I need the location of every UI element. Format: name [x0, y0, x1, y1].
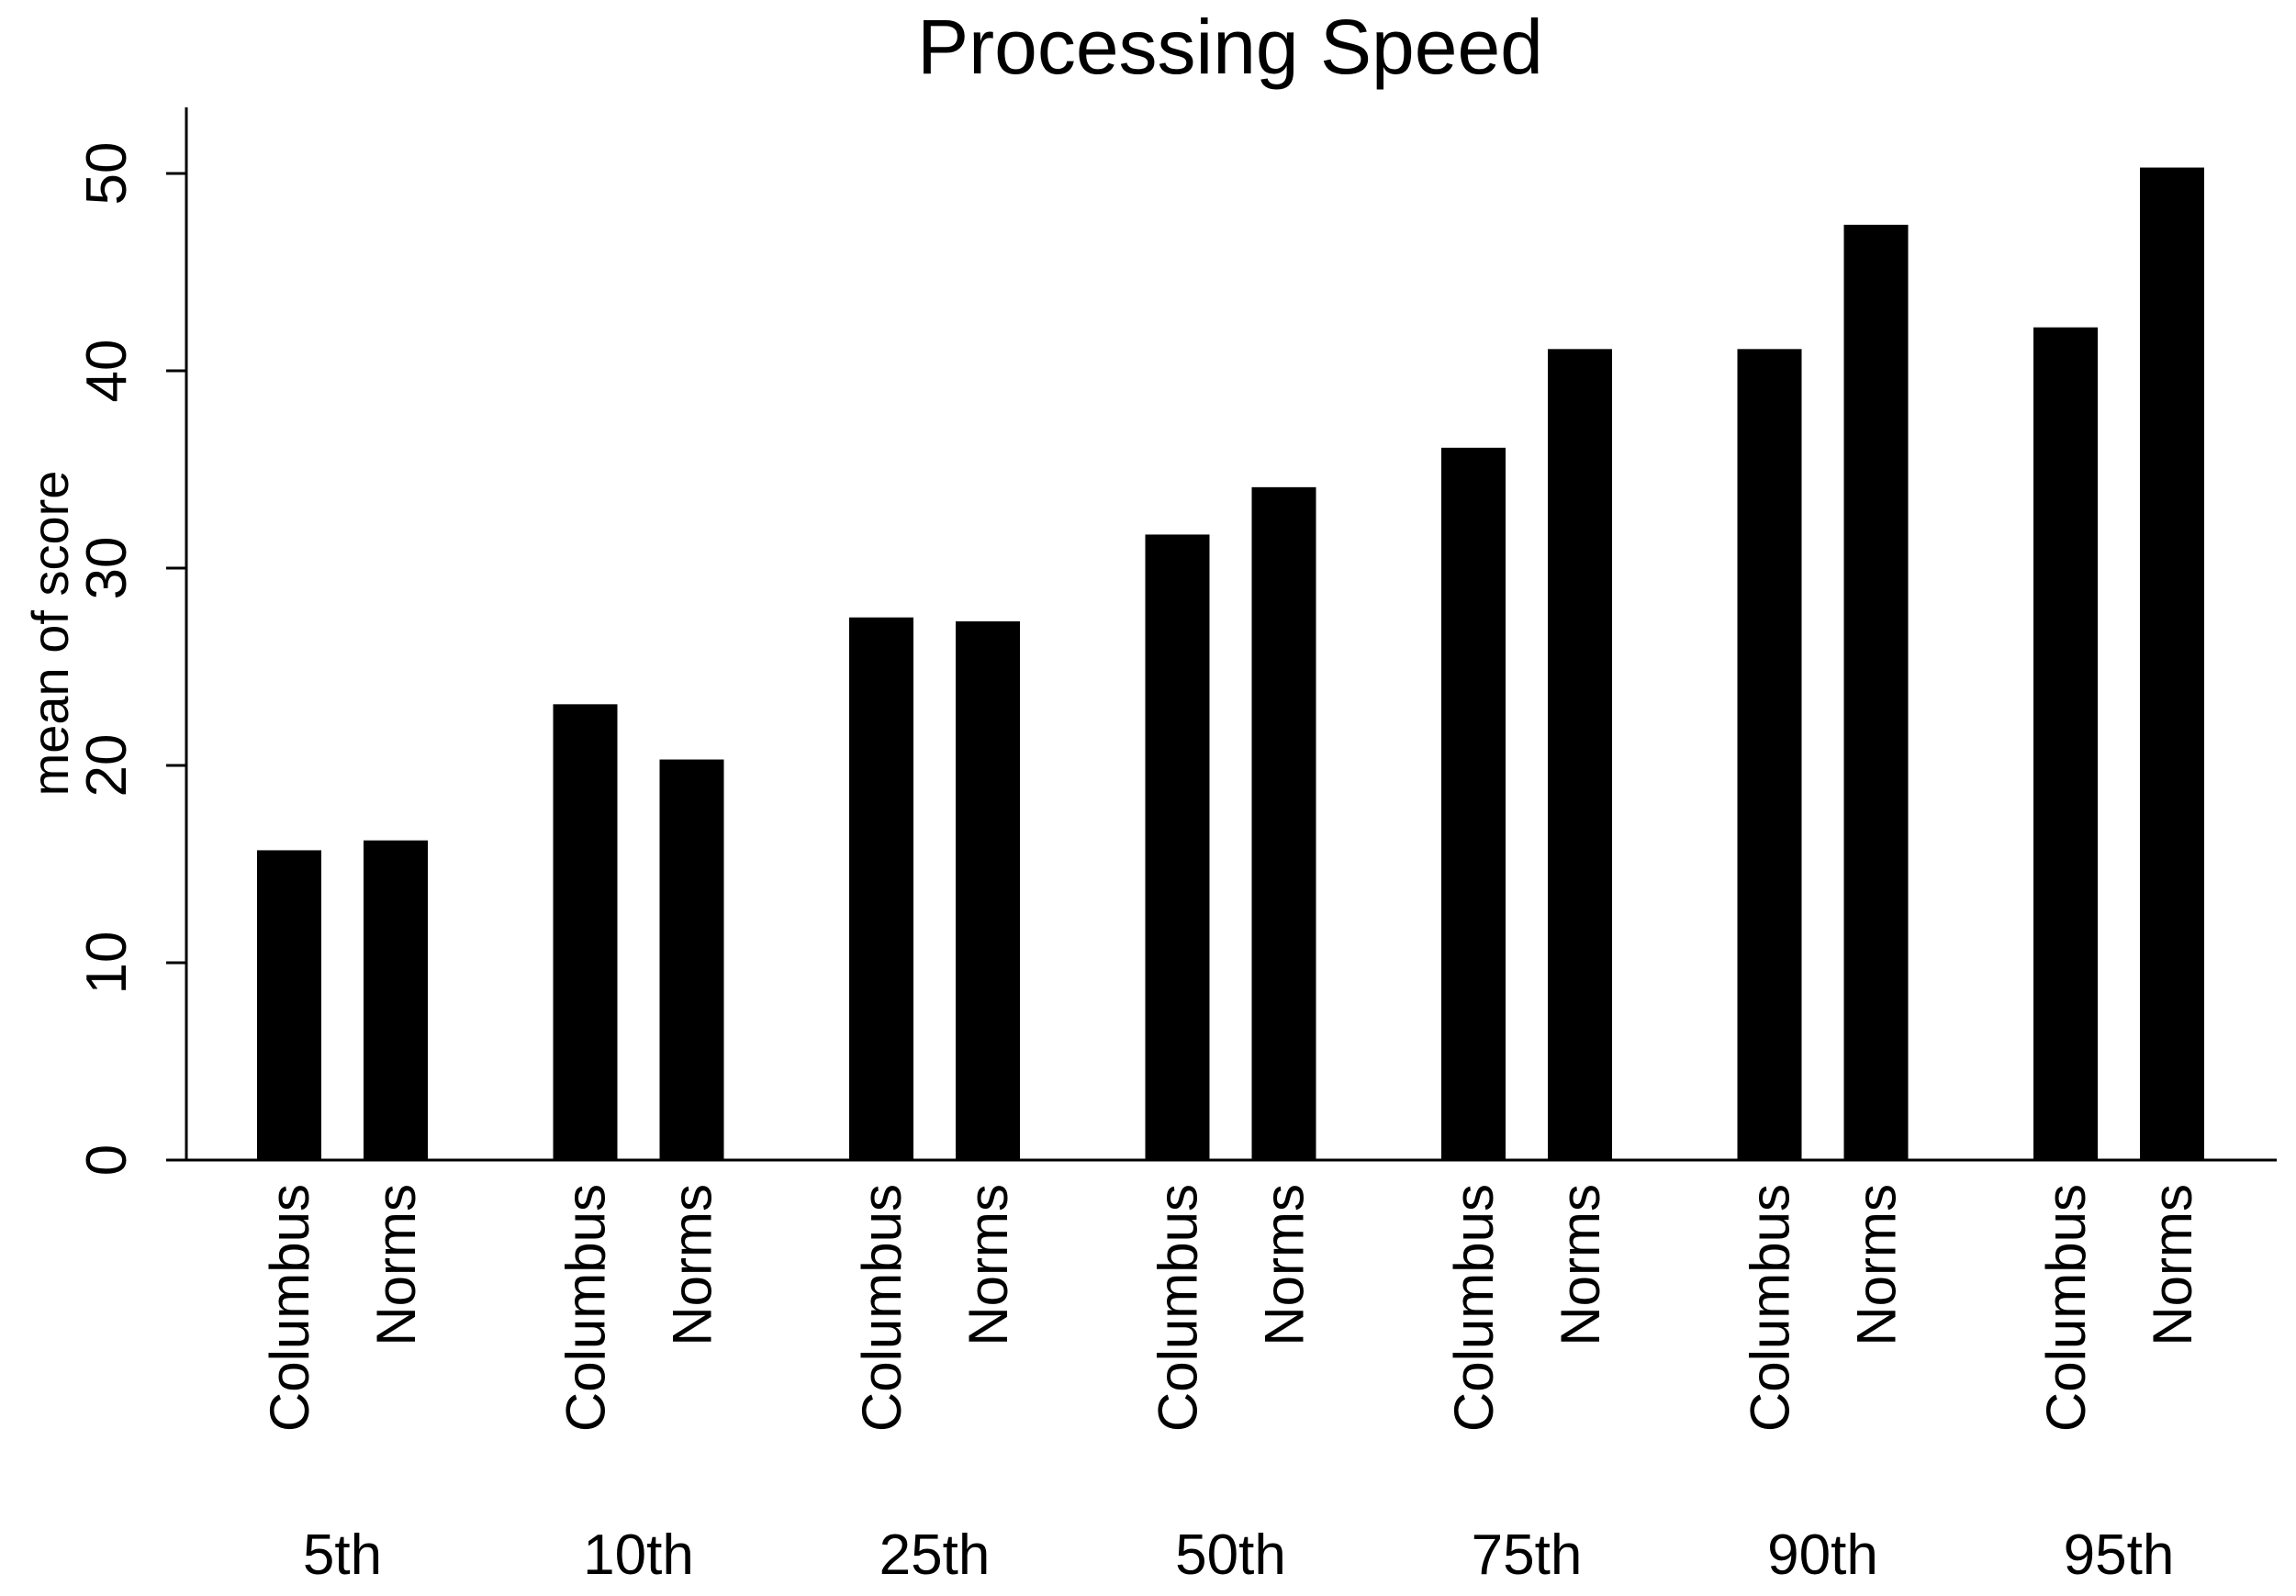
y-tick-label: 50: [75, 142, 139, 206]
bar-category-label: Norms: [2142, 1184, 2203, 1346]
bar-category-label: Columbus: [1740, 1184, 1801, 1432]
bar-category-label: Columbus: [1148, 1184, 1209, 1432]
group-label: 10th: [583, 1523, 694, 1587]
bar-category-label: Norms: [662, 1184, 723, 1346]
chart-title: Processing Speed: [917, 4, 1543, 90]
bar-category-label: Columbus: [259, 1184, 320, 1432]
group-label: 95th: [2064, 1523, 2175, 1587]
bar-norms-50th: [1251, 486, 1316, 1160]
group-label: 5th: [303, 1523, 382, 1587]
y-tick-label: 20: [75, 734, 139, 798]
group-label: 50th: [1175, 1523, 1286, 1587]
bar-category-label: Columbus: [2035, 1184, 2097, 1432]
bar-category-label: Norms: [958, 1184, 1019, 1346]
bar-category-label: Norms: [1550, 1184, 1611, 1346]
bar-category-label: Norms: [1846, 1184, 1908, 1346]
bar-category-label: Columbus: [1443, 1184, 1505, 1432]
y-tick-label: 40: [75, 340, 139, 403]
y-axis-label: mean of score: [21, 471, 79, 797]
bar-category-label: Columbus: [555, 1184, 617, 1432]
y-tick-label: 30: [75, 537, 139, 600]
y-tick-label: 0: [75, 1144, 139, 1176]
bar-columbus-90th: [1737, 349, 1802, 1161]
bar-norms-25th: [956, 621, 1020, 1160]
bar-columbus-75th: [1441, 447, 1506, 1161]
bar-columbus-95th: [2033, 327, 2098, 1160]
group-label: 25th: [879, 1523, 991, 1587]
bar-category-label: Norms: [365, 1184, 427, 1346]
bars: [257, 167, 2204, 1161]
bar-labels: Columbus Norms Columbus Norms Columbus Norms C…: [259, 1184, 2203, 1432]
group-label: 90th: [1767, 1523, 1878, 1587]
bar-columbus-5th: [257, 850, 321, 1160]
y-tick-label: 10: [75, 932, 139, 995]
bar-norms-95th: [2140, 167, 2204, 1160]
bar-category-label: Norms: [1254, 1184, 1316, 1346]
bar-norms-5th: [364, 840, 428, 1160]
group-labels: 5th 10th 25th 50th 75th 90th 95th: [303, 1523, 2174, 1587]
y-ticks: 0 10 20 30 40 50: [75, 142, 186, 1176]
bar-columbus-10th: [553, 704, 618, 1160]
bar-category-label: Columbus: [851, 1184, 913, 1432]
bar-norms-10th: [659, 759, 724, 1160]
group-label: 75th: [1472, 1523, 1583, 1587]
bar-columbus-50th: [1145, 534, 1210, 1160]
bar-norms-90th: [1843, 224, 1909, 1160]
bar-columbus-25th: [849, 617, 913, 1160]
bar-norms-75th: [1548, 349, 1612, 1161]
